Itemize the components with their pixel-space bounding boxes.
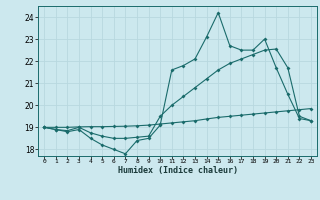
- X-axis label: Humidex (Indice chaleur): Humidex (Indice chaleur): [118, 166, 238, 175]
